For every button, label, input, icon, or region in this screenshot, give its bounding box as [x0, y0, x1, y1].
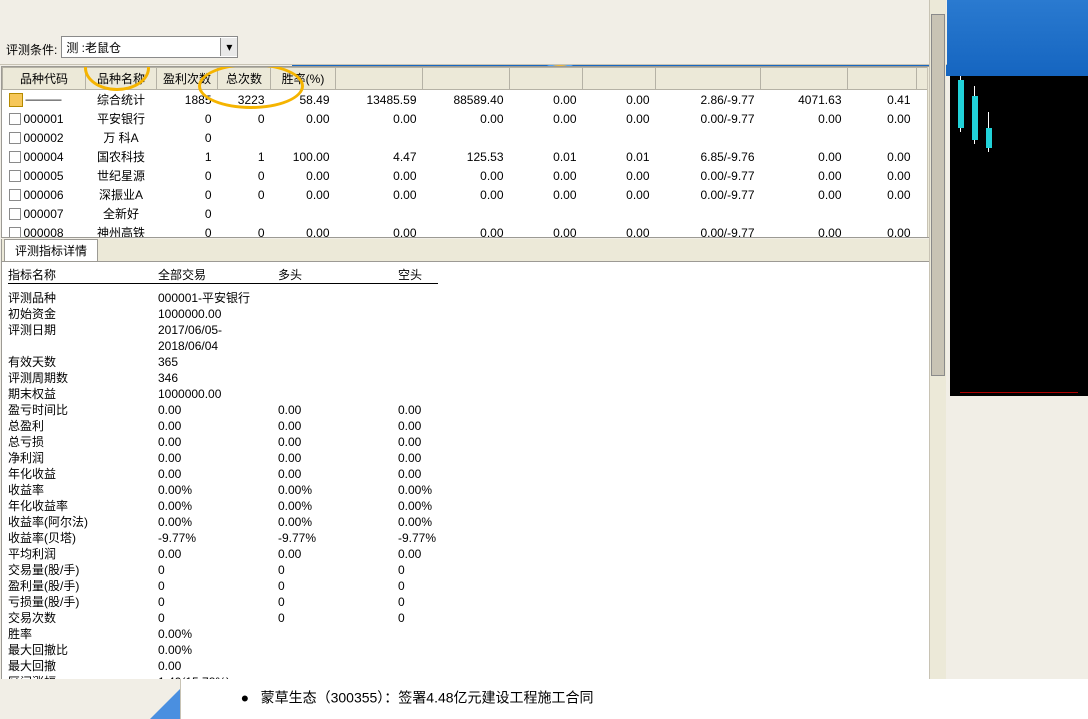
detail-row: 评测品种000001-平安银行 [8, 290, 939, 306]
detail-row: 盈亏时间比0.000.000.00 [8, 402, 939, 418]
detail-pane: 指标名称 全部交易 多头 空头 评测品种000001-平安银行初始资金10000… [1, 262, 946, 693]
checkbox-icon[interactable] [9, 208, 21, 220]
detail-row: 评测周期数346 [8, 370, 939, 386]
table-row[interactable]: 000001平安银行000.000.000.000.000.000.00/-9.… [3, 109, 945, 128]
detail-tabbar: 评测指标详情 [1, 239, 946, 262]
grid-col-9[interactable] [656, 68, 761, 90]
condition-label: 评测条件: [6, 41, 57, 58]
detail-hdr-name: 指标名称 [8, 266, 158, 283]
bullet-icon: • [241, 686, 249, 711]
tab-detail[interactable]: 评测指标详情 [4, 239, 98, 261]
results-grid[interactable]: 品种代码品种名称盈利次数总次数胜率(%) ———综合统计1885322358.4… [2, 67, 945, 238]
detail-row: 平均利润0.000.000.00 [8, 546, 939, 562]
footer-news: • 蒙草生态（300355）：签署4.48亿元建设工程施工合同 [181, 686, 1088, 712]
table-row[interactable]: ———综合统计1885322358.4913485.5988589.400.00… [3, 90, 945, 110]
detail-hdr-long: 多头 [278, 266, 398, 283]
detail-scrollbar[interactable] [929, 262, 946, 693]
grid-col-5[interactable] [336, 68, 423, 90]
table-row[interactable]: 000007全新好0 [3, 204, 945, 223]
left-pane: 评测条件: ▾ 品种代码品种名称盈利次数总次数胜率(%) ———综合统计1885… [0, 0, 947, 719]
footer-bar: • 蒙草生态（300355）：签署4.48亿元建设工程施工合同 [0, 679, 1088, 719]
grid-col-10[interactable] [761, 68, 848, 90]
folder-icon [9, 93, 23, 107]
detail-row: 初始资金1000000.00 [8, 306, 939, 322]
grid-col-4[interactable]: 胜率(%) [271, 68, 336, 90]
checkbox-icon[interactable] [9, 189, 21, 201]
grid-col-2[interactable]: 盈利次数 [157, 68, 218, 90]
checkbox-icon[interactable] [9, 132, 21, 144]
table-row[interactable]: 000008神州高铁000.000.000.000.000.000.00/-9.… [3, 223, 945, 238]
results-grid-wrap: 品种代码品种名称盈利次数总次数胜率(%) ———综合统计1885322358.4… [1, 66, 946, 238]
detail-row: 亏损量(股/手)000 [8, 594, 939, 610]
grid-col-3[interactable]: 总次数 [218, 68, 271, 90]
detail-row: 交易次数000 [8, 610, 939, 626]
detail-row: 年化收益0.000.000.00 [8, 466, 939, 482]
detail-row: 最大回撤比0.00% [8, 642, 939, 658]
table-row[interactable]: 000002万 科A0 [3, 128, 945, 147]
app-root: 公式指标网 www.9m8.cn 评测条件: ▾ 品种代码品种名称盈利次数总次数… [0, 0, 1088, 719]
condition-combo[interactable]: ▾ [61, 36, 238, 58]
detail-row: 胜率0.00% [8, 626, 939, 642]
detail-row: 年化收益率0.00%0.00%0.00% [8, 498, 939, 514]
table-row[interactable]: 000006深振业A000.000.000.000.000.000.00/-9.… [3, 185, 945, 204]
checkbox-icon[interactable] [9, 113, 21, 125]
news-text: 蒙草生态（300355）：签署4.48亿元建设工程施工合同 [261, 690, 594, 706]
detail-row: 评测日期2017/06/05-2018/06/04 [8, 322, 939, 354]
detail-row: 交易量(股/手)000 [8, 562, 939, 578]
checkbox-icon[interactable] [9, 227, 21, 238]
table-row[interactable]: 000004国农科技11100.004.47125.530.010.016.85… [3, 147, 945, 166]
detail-hdr-all: 全部交易 [158, 266, 278, 283]
detail-row: 盈利量(股/手)000 [8, 578, 939, 594]
grid-col-8[interactable] [583, 68, 656, 90]
detail-row: 最大回撤0.00 [8, 658, 939, 674]
grid-col-7[interactable] [510, 68, 583, 90]
footer-stub [0, 679, 181, 719]
detail-row: 收益率(阿尔法)0.00%0.00%0.00% [8, 514, 939, 530]
detail-row: 总亏损0.000.000.00 [8, 434, 939, 450]
detail-header: 指标名称 全部交易 多头 空头 [8, 266, 438, 284]
condition-input[interactable] [62, 38, 220, 56]
candlestick-chart [950, 76, 1088, 396]
condition-toolbar: 评测条件: ▾ [0, 0, 947, 65]
detail-row: 净利润0.000.000.00 [8, 450, 939, 466]
chart-axis [960, 392, 1078, 393]
detail-row: 收益率0.00%0.00%0.00% [8, 482, 939, 498]
grid-col-6[interactable] [423, 68, 510, 90]
detail-row: 收益率(贝塔)-9.77%-9.77%-9.77% [8, 530, 939, 546]
detail-row: 总盈利0.000.000.00 [8, 418, 939, 434]
checkbox-icon[interactable] [9, 170, 21, 182]
detail-row: 期末权益1000000.00 [8, 386, 939, 402]
grid-col-0[interactable]: 品种代码 [3, 68, 86, 90]
checkbox-icon[interactable] [9, 151, 21, 163]
chevron-down-icon[interactable]: ▾ [220, 38, 237, 56]
grid-col-11[interactable] [848, 68, 917, 90]
detail-row: 有效天数365 [8, 354, 939, 370]
grid-col-1[interactable]: 品种名称 [86, 68, 157, 90]
table-row[interactable]: 000005世纪星源000.000.000.000.000.000.00/-9.… [3, 166, 945, 185]
detail-hdr-short: 空头 [398, 266, 422, 283]
